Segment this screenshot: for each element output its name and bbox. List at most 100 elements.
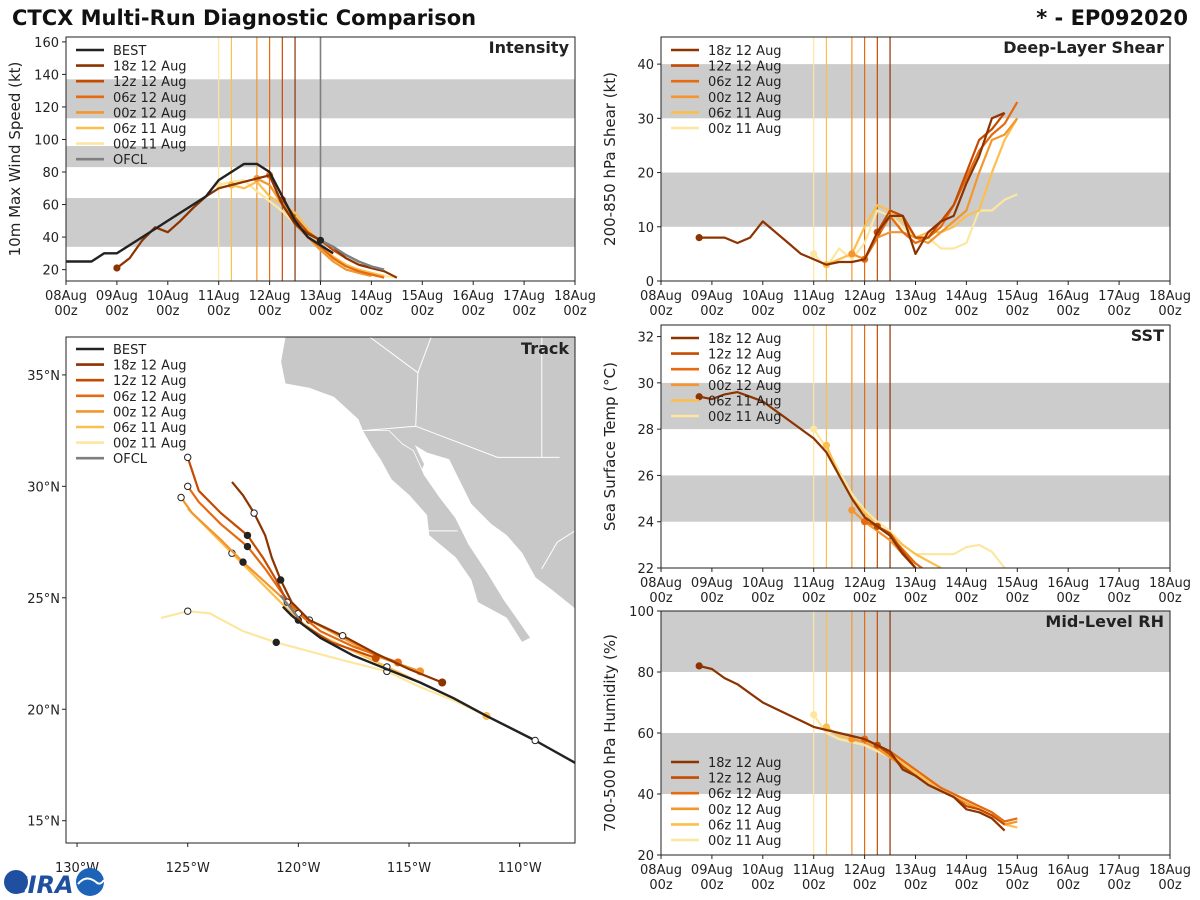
- cira-logo: CIRA: [4, 868, 105, 899]
- intensity-ytick-label: 20: [42, 264, 59, 279]
- intensity-xtick-label: 17Aug: [503, 289, 545, 304]
- sst-series-init-point: [822, 441, 831, 449]
- track-ca-nv-border: [368, 337, 419, 374]
- sst-legend-label: 12z 12 Aug: [708, 348, 782, 363]
- sst-legend-label: 00z 11 Aug: [708, 410, 782, 425]
- sst-ytick-label: 28: [637, 423, 654, 438]
- track-best-position-marker: [531, 736, 539, 745]
- rh-xtick-sublabel: 00z: [955, 878, 979, 893]
- sst-ylabel: Sea Surface Temp (°C): [601, 362, 619, 531]
- shear-legend-label: 06z 12 Aug: [708, 75, 782, 90]
- sst-legend-label: 00z 12 Aug: [708, 379, 782, 394]
- shear-xtick-label: 13Aug: [895, 289, 937, 304]
- track-series-init-point: [371, 653, 380, 662]
- intensity-xtick-label: 11Aug: [198, 289, 240, 304]
- sst-shade-band: [661, 475, 1170, 522]
- rh-series-init-point: [695, 662, 703, 670]
- rh-ytick-label: 60: [637, 727, 654, 742]
- sst-xtick-label: 14Aug: [945, 576, 987, 591]
- track-legend-label: OFCL: [113, 452, 148, 467]
- intensity-title: Intensity: [489, 38, 570, 57]
- rh-legend-label: 00z 12 Aug: [708, 803, 782, 818]
- sst-xtick-label: 08Aug: [640, 576, 682, 591]
- track-baja-land: [361, 430, 532, 643]
- shear-series-init-point: [695, 234, 703, 242]
- sst-xtick-label: 13Aug: [895, 576, 937, 591]
- sst-data-layer: [695, 391, 1006, 568]
- shear-series-init-point: [848, 250, 856, 258]
- intensity-legend-label: 00z 12 Aug: [113, 106, 187, 121]
- sst-legend-label: 06z 11 Aug: [708, 394, 782, 409]
- intensity-series-line: [256, 177, 372, 278]
- intensity-data-layer: [66, 162, 398, 279]
- intensity-xtick-sublabel: 00z: [563, 304, 587, 319]
- track-us-mexico-border: [362, 425, 560, 458]
- intensity-ofcl-init-point: [316, 236, 325, 244]
- sst-ytick-label: 24: [637, 516, 654, 531]
- track-series-position-marker: [243, 531, 252, 540]
- shear-xtick-sublabel: 00z: [1006, 304, 1030, 319]
- intensity-legend-label: 00z 11 Aug: [113, 138, 187, 153]
- intensity-xtick-sublabel: 00z: [462, 304, 486, 319]
- track-ca-az-border: [415, 337, 432, 427]
- track-ytick-label: 20°N: [27, 703, 60, 718]
- shear-shade-band: [661, 64, 1170, 119]
- sst-series-init-point: [861, 518, 869, 526]
- shear-xtick-sublabel: 00z: [1107, 304, 1131, 319]
- track-ytick-label: 35°N: [27, 369, 60, 384]
- logo-wave-mark: [77, 877, 105, 885]
- shear-ytick-label: 0: [646, 275, 654, 290]
- sst-xtick-label: 10Aug: [742, 576, 784, 591]
- track-ytick-label: 25°N: [27, 592, 60, 607]
- intensity-xtick-sublabel: 00z: [411, 304, 435, 319]
- rh-legend-label: 12z 12 Aug: [708, 772, 782, 787]
- sst-xtick-label: 18Aug: [1149, 576, 1191, 591]
- intensity-legend-label: BEST: [113, 44, 146, 59]
- storm-id: * - EP092020: [1036, 6, 1188, 30]
- rh-xtick-sublabel: 00z: [853, 878, 877, 893]
- sst-shade-band: [661, 382, 1170, 430]
- rh-xtick-label: 13Aug: [895, 863, 937, 878]
- intensity-xtick-label: 13Aug: [300, 289, 342, 304]
- sst-xtick-sublabel: 00z: [1158, 591, 1182, 606]
- shear-xtick-label: 17Aug: [1098, 289, 1140, 304]
- track-title: Track: [521, 339, 569, 358]
- shear-legend-label: 06z 11 Aug: [708, 106, 782, 121]
- track-ytick-label: 15°N: [27, 815, 60, 830]
- rh-xtick-label: 17Aug: [1098, 863, 1140, 878]
- shear-ytick-label: 30: [637, 112, 654, 127]
- sst-xtick-sublabel: 00z: [1107, 591, 1131, 606]
- shear-xtick-label: 11Aug: [793, 289, 835, 304]
- intensity-xtick-sublabel: 00z: [512, 304, 536, 319]
- shear-legend-label: 00z 12 Aug: [708, 91, 782, 106]
- rh-legend-label: 00z 11 Aug: [708, 834, 782, 849]
- shear-shade-band: [661, 172, 1170, 227]
- shear-xtick-sublabel: 00z: [1057, 304, 1081, 319]
- track-map-layer: [160, 337, 575, 764]
- rh-ylabel: 700-500 hPa Humidity (%): [601, 634, 619, 832]
- shear-series-line: [851, 117, 1019, 261]
- track-series-position-marker: [239, 558, 247, 566]
- shear-ylabel: 200-850 hPa Shear (kt): [601, 72, 619, 246]
- track-series-position-marker: [250, 509, 258, 517]
- shear-xtick-label: 14Aug: [945, 289, 987, 304]
- logo-globe-icon: [4, 870, 28, 894]
- intensity-ytick-label: 160: [34, 36, 59, 51]
- sst-xtick-label: 11Aug: [793, 576, 835, 591]
- track-series-line: [180, 496, 421, 673]
- track-xtick-label: 120°W: [276, 861, 320, 876]
- track-series-position-marker: [177, 493, 185, 502]
- rh-xtick-sublabel: 00z: [1006, 878, 1030, 893]
- rh-legend-label: 06z 12 Aug: [708, 787, 782, 802]
- sst-legend-label: 06z 12 Aug: [708, 363, 782, 378]
- rh-shade-band: [661, 611, 1170, 672]
- rh-legend-label: 18z 12 Aug: [708, 756, 782, 771]
- sst-xtick-sublabel: 00z: [1006, 591, 1030, 606]
- shear-data-layer: [695, 101, 1019, 269]
- intensity-ytick-label: 40: [42, 231, 59, 246]
- track-mainland-land: [280, 337, 575, 610]
- track-series-position-marker: [272, 638, 280, 647]
